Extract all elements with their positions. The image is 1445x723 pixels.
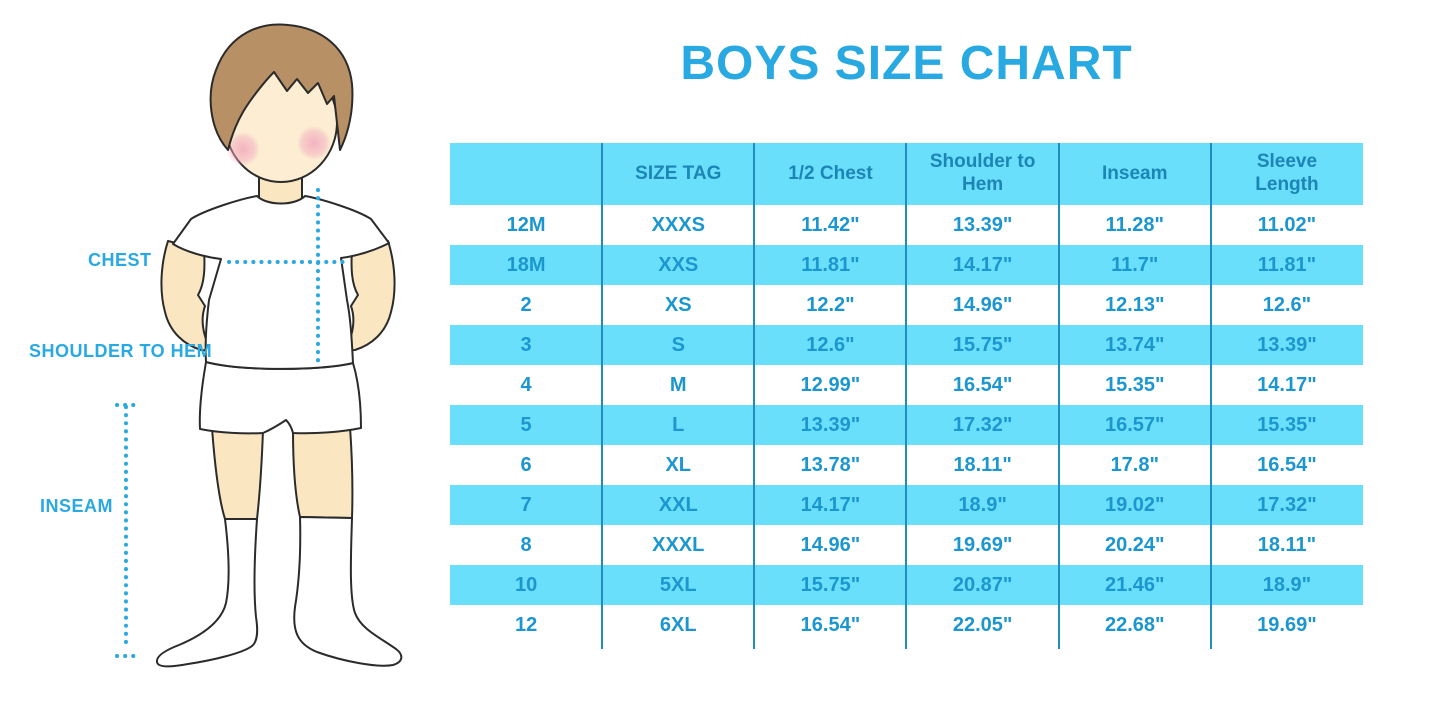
- measurement-cell: XXL: [658, 493, 698, 516]
- measurement-cell: S: [671, 333, 685, 356]
- measurement-cell: 13.39": [800, 413, 861, 436]
- measurement-cell: XXS: [658, 253, 699, 276]
- size-cell: 10: [514, 573, 538, 596]
- measurement-cell: 11.28": [1105, 213, 1164, 236]
- t-shirt: [172, 195, 390, 370]
- measurement-cell: 11.02": [1257, 213, 1317, 236]
- measurement-cell: 19.02": [1105, 493, 1165, 516]
- boy-figure-illustration: [115, 23, 403, 668]
- measurement-cell: 13.39": [952, 213, 1013, 236]
- measurement-cell: 6XL: [659, 613, 697, 636]
- column-header: SIZE TAG: [635, 162, 722, 184]
- right-sock: [293, 516, 403, 667]
- measurement-cell: 17.8": [1110, 453, 1159, 476]
- shorts: [198, 361, 362, 435]
- left-cheek: [226, 132, 260, 166]
- measurement-cell: 15.75": [800, 573, 861, 596]
- left-leg: [211, 427, 264, 520]
- measurement-cell: 15.35": [1105, 373, 1165, 396]
- size-cell: 12: [514, 613, 538, 636]
- measurement-cell: 19.69": [1257, 613, 1317, 636]
- measurement-cell: 16.54": [1257, 453, 1317, 476]
- measurement-cell: 11.81": [1257, 253, 1317, 276]
- measurement-cell: 15.75": [952, 333, 1013, 356]
- measurement-cell: 11.42": [801, 213, 860, 236]
- measurement-cell: 15.35": [1257, 413, 1317, 436]
- measurement-cell: 22.68": [1105, 613, 1165, 636]
- size-cell: 3: [520, 333, 532, 356]
- size-cell: 5: [520, 413, 532, 436]
- measurement-cell: M: [669, 373, 687, 396]
- measurement-cell: XXXS: [651, 213, 705, 236]
- inseam-label: INSEAM: [40, 496, 114, 516]
- size-cell: 6: [520, 453, 532, 476]
- right-arm: [344, 240, 396, 352]
- column-separator: [1058, 143, 1060, 649]
- measurement-cell: 22.05": [952, 613, 1013, 636]
- measurement-cell: 5XL: [659, 573, 697, 596]
- measurement-cell: 18.11": [953, 453, 1012, 476]
- measurement-cell: 12.2": [806, 293, 855, 316]
- chest-label: CHEST: [88, 250, 152, 270]
- measurement-cell: 20.24": [1105, 533, 1165, 556]
- left-arm: [160, 240, 212, 352]
- measurement-cell: 12.6": [806, 333, 855, 356]
- measurement-cell: 18.11": [1257, 533, 1317, 556]
- measurement-cell: 11.7": [1111, 253, 1159, 276]
- measurement-cell: 18.9": [1262, 573, 1312, 596]
- measurement-cell: 14.17": [1257, 373, 1317, 396]
- left-sock: [155, 518, 259, 668]
- column-separator: [601, 143, 603, 649]
- column-header: [450, 143, 602, 205]
- measurement-cell: 18.9": [958, 493, 1007, 516]
- size-cell: 18M: [506, 253, 546, 276]
- column-header: Shoulder to Hem: [929, 151, 1036, 195]
- page-title: BOYS SIZE CHART: [680, 37, 1133, 90]
- measurement-cell: 16.57": [1105, 413, 1165, 436]
- measurement-cell: 14.96": [952, 293, 1013, 316]
- measurement-cell: 17.32": [952, 413, 1013, 436]
- hair: [209, 23, 354, 151]
- column-header: Inseam: [1102, 162, 1168, 184]
- measurement-cell: 16.54": [800, 613, 861, 636]
- measurement-cell: 13.78": [800, 453, 861, 476]
- measurement-cell: XL: [665, 453, 692, 476]
- measurement-cell: 19.69": [952, 533, 1013, 556]
- column-separator: [1210, 143, 1212, 649]
- measurement-cell: 16.54": [952, 373, 1013, 396]
- column-header: 1/2 Chest: [788, 162, 873, 184]
- measurement-cell: 12.13": [1105, 293, 1165, 316]
- right-cheek: [297, 126, 331, 160]
- measurement-cell: 13.74": [1105, 333, 1165, 356]
- column-separator: [905, 143, 907, 649]
- right-leg: [292, 426, 354, 519]
- size-cell: 4: [520, 373, 532, 396]
- measurement-cell: 13.39": [1257, 333, 1317, 356]
- measurement-cell: 17.32": [1257, 493, 1317, 516]
- column-header: Sleeve Length: [1255, 151, 1319, 195]
- size-cell: 2: [520, 293, 532, 316]
- size-cell: 7: [520, 493, 532, 516]
- column-separator: [753, 143, 755, 649]
- measurement-cell: XS: [664, 293, 692, 316]
- measurement-cell: 14.17": [800, 493, 861, 516]
- size-cell: 12M: [506, 213, 546, 236]
- measurement-cell: 12.99": [800, 373, 861, 396]
- size-cell: 8: [520, 533, 532, 556]
- measurement-cell: 14.96": [800, 533, 861, 556]
- measurement-cell: 14.17": [952, 253, 1013, 276]
- shoulder-to-hem-label: SHOULDER TO HEM: [29, 341, 213, 361]
- measurement-cell: 11.81": [801, 253, 860, 276]
- measurement-cell: L: [672, 413, 685, 436]
- measurement-cell: XXXL: [652, 533, 705, 556]
- measurement-cell: 12.6": [1262, 293, 1312, 316]
- measurement-cell: 21.46": [1105, 573, 1165, 596]
- measurement-cell: 20.87": [952, 573, 1013, 596]
